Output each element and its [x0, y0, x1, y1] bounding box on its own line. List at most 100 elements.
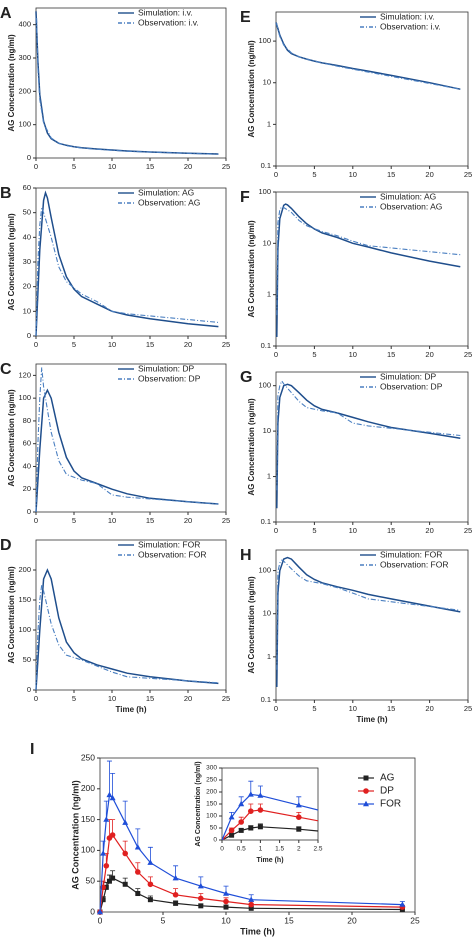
x-tick-label: 5 [312, 350, 316, 359]
x-tick-label: 25 [222, 516, 230, 525]
legend-label: Observation: AG [380, 201, 442, 211]
y-tick-label: 20 [23, 282, 31, 291]
marker [248, 808, 254, 814]
marker [103, 816, 110, 822]
series-line [276, 22, 461, 90]
x-tick-label: 15 [387, 704, 395, 713]
x-tick-label: 5 [72, 694, 76, 703]
y-tick-label: 10 [263, 78, 271, 87]
panel-letter: A [0, 5, 12, 22]
legend-label: Simulation: i.v. [380, 11, 435, 21]
y-tick-label: 10 [23, 306, 31, 315]
y-tick-label: 100 [258, 566, 271, 575]
x-tick-label: 0 [34, 340, 38, 349]
marker [106, 878, 112, 884]
x-tick-label: 5 [72, 340, 76, 349]
legend-label: Observation: DP [138, 373, 201, 383]
marker [223, 898, 229, 905]
panel-letter: G [240, 369, 252, 386]
x-tick-label: 0 [274, 526, 278, 535]
x-tick-label: 20 [184, 340, 192, 349]
legend-label: Simulation: AG [380, 191, 436, 201]
plot-frame [35, 363, 227, 513]
x-tick-label: 10 [349, 526, 357, 535]
marker [109, 832, 116, 838]
y-tick-label: 0 [27, 507, 31, 516]
marker [172, 891, 179, 898]
series-line [276, 379, 461, 491]
x-tick-label: 2.5 [313, 846, 322, 853]
x-tick-label: 10 [108, 162, 116, 171]
x-tick-label: 25 [222, 340, 230, 349]
marker [248, 901, 254, 908]
marker [172, 874, 179, 881]
marker [110, 875, 116, 881]
inset-plot [222, 780, 318, 840]
y-tick-label: 20 [23, 484, 31, 493]
y-tick-label: 30 [23, 257, 31, 266]
plot-frame [275, 549, 469, 701]
y-tick-label: 150 [18, 595, 31, 604]
marker [147, 897, 153, 903]
legend-label: Observation: DP [380, 381, 443, 391]
x-tick-label: 5 [312, 704, 316, 713]
marker [100, 850, 107, 856]
x-tick-label: 25 [222, 162, 230, 171]
marker [103, 884, 109, 890]
marker [295, 802, 302, 808]
plot-frame [275, 191, 469, 347]
x-tick-label: 15 [146, 340, 154, 349]
y-tick-label: 50 [23, 655, 31, 664]
marker [296, 814, 302, 820]
marker [198, 903, 204, 909]
x-tick-label: 0 [274, 350, 278, 359]
panel-letter: E [240, 9, 251, 26]
y-tick-label: 0.1 [261, 161, 271, 170]
x-tick-label: 25 [222, 694, 230, 703]
y-tick-label: 150 [206, 801, 217, 808]
panel-letter: D [0, 537, 12, 554]
marker [257, 807, 264, 813]
y-axis-title: AG Concentration (ng/ml) [7, 389, 16, 487]
x-tick-label: 25 [464, 704, 472, 713]
marker [223, 904, 229, 910]
y-axis-title: AG Concentration (ng/ml) [247, 220, 256, 318]
y-tick-label: 250 [81, 752, 95, 762]
marker [122, 881, 128, 887]
series-line [276, 205, 461, 316]
marker [147, 881, 154, 888]
series-line [35, 11, 219, 155]
y-axis-title: AG Concentration (ng/ml) [7, 34, 16, 132]
y-tick-label: 150 [81, 814, 95, 824]
legend-label: Simulation: DP [380, 371, 437, 381]
x-tick-label: 25 [464, 526, 472, 535]
y-tick-label: 0 [27, 685, 31, 694]
y-tick-label: 40 [23, 232, 31, 241]
marker [198, 895, 204, 902]
panel-letter: H [240, 547, 252, 564]
series-line [35, 207, 219, 337]
x-tick-label: 20 [425, 704, 433, 713]
marker [109, 794, 116, 801]
y-tick-label: 300 [206, 765, 217, 772]
legend-label: AG [380, 773, 395, 784]
x-tick-label: 20 [184, 162, 192, 171]
y-tick-label: 100 [81, 845, 95, 855]
y-tick-label: 0 [90, 906, 95, 916]
series-line [222, 793, 318, 840]
x-tick-label: 10 [349, 350, 357, 359]
y-tick-label: 400 [18, 20, 31, 29]
marker [257, 824, 263, 830]
marker [103, 863, 110, 869]
y-tick-label: 0.1 [261, 517, 271, 526]
y-tick-label: 100 [258, 36, 271, 45]
y-tick-label: 100 [258, 381, 271, 390]
x-tick-label: 10 [108, 340, 116, 349]
x-tick-label: 15 [387, 170, 395, 179]
marker [248, 825, 254, 831]
marker [248, 896, 255, 902]
x-tick-label: 20 [425, 170, 433, 179]
x-tick-label: 1 [259, 846, 263, 853]
y-tick-label: 1 [267, 652, 271, 661]
legend-label: Simulation: AG [138, 187, 194, 197]
